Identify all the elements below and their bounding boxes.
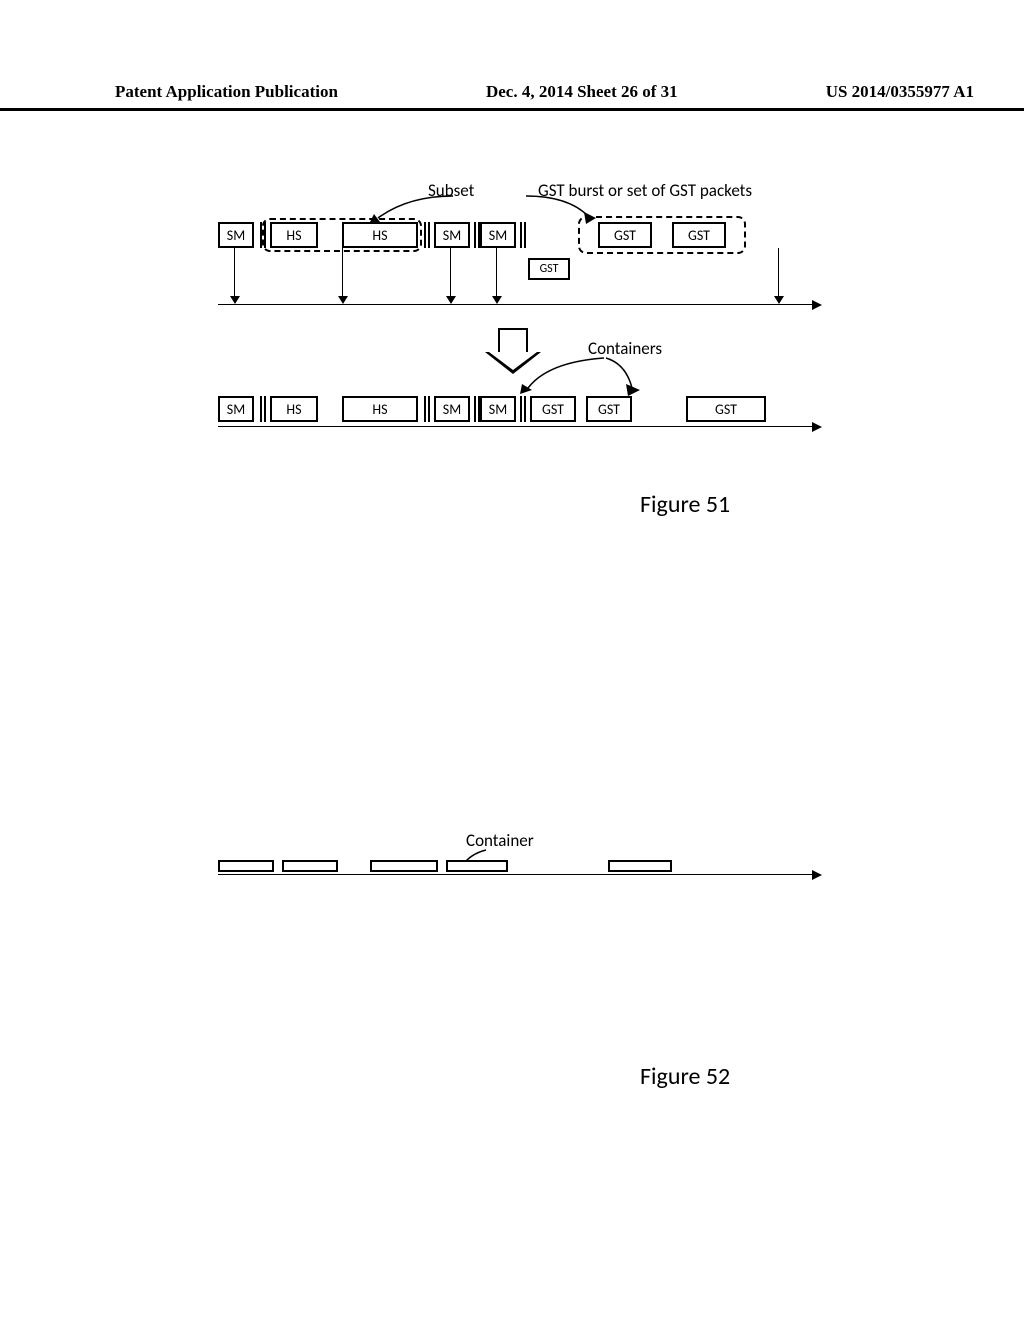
- packet-sm: SM: [480, 222, 516, 248]
- packet-sm: SM: [218, 396, 254, 422]
- delimiter: [520, 222, 526, 248]
- figure-51: Subset GST burst or set of GST packets G…: [218, 186, 814, 436]
- packet-gst: GST: [686, 396, 766, 422]
- header-divider: [0, 108, 1024, 111]
- row-top: GST SM HS HS SM SM GST GST: [218, 222, 814, 318]
- packet-sm: SM: [434, 396, 470, 422]
- figure-51-caption: Figure 51: [640, 490, 730, 519]
- packet-gst: GST: [530, 396, 576, 422]
- pointer-containers-right: [598, 354, 658, 396]
- figure-52-caption: Figure 52: [640, 1062, 730, 1091]
- container-box: [282, 860, 338, 872]
- page-header: Patent Application Publication Dec. 4, 2…: [115, 82, 974, 102]
- delimiter: [424, 396, 430, 422]
- down-tick: [234, 248, 235, 296]
- header-right: US 2014/0355977 A1: [826, 82, 974, 102]
- axis-52: [218, 874, 814, 875]
- packet-sm: SM: [218, 222, 254, 248]
- row-bottom: SM HS HS SM SM GST GST GST: [218, 396, 814, 436]
- header-left: Patent Application Publication: [115, 82, 338, 102]
- packet-gst: GST: [598, 222, 652, 248]
- axis-row1: [218, 304, 814, 305]
- row-52: [218, 860, 814, 888]
- packet-gst: GST: [586, 396, 632, 422]
- delimiter: [474, 222, 480, 248]
- container-box: [608, 860, 672, 872]
- delimiter: [260, 222, 266, 248]
- header-mid: Dec. 4, 2014 Sheet 26 of 31: [486, 82, 678, 102]
- down-tick: [496, 248, 497, 296]
- axis-row2: [218, 426, 814, 427]
- container-box: [370, 860, 438, 872]
- container-box: [446, 860, 508, 872]
- packet-sm: SM: [434, 222, 470, 248]
- down-tick: [778, 248, 779, 296]
- packet-gst: GST: [672, 222, 726, 248]
- down-tick: [342, 248, 343, 296]
- packet-hs: HS: [342, 222, 418, 248]
- delimiter: [424, 222, 430, 248]
- container-box: [218, 860, 274, 872]
- delimiter: [520, 396, 526, 422]
- down-tick: [450, 248, 451, 296]
- delimiter: [260, 396, 266, 422]
- delimiter: [474, 396, 480, 422]
- packet-sm: SM: [480, 396, 516, 422]
- packet-hs: HS: [270, 396, 318, 422]
- gst-label-box: GST: [528, 258, 570, 280]
- packet-hs: HS: [270, 222, 318, 248]
- packet-hs: HS: [342, 396, 418, 422]
- figure-52: Container: [218, 860, 814, 888]
